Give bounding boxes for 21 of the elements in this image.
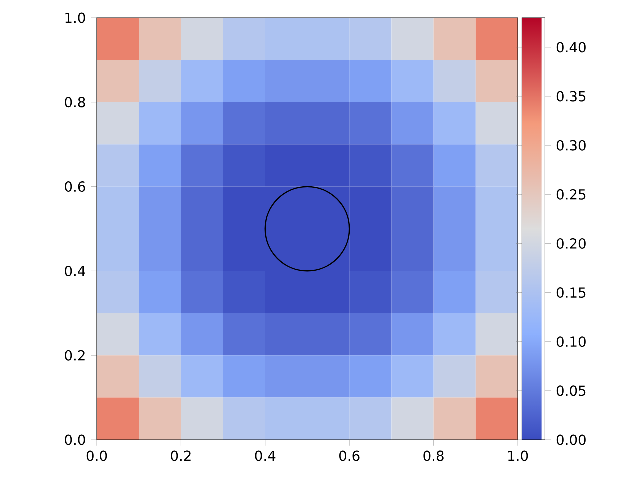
- color-bar-label: 0.30: [556, 140, 586, 151]
- x-tick-label: 0.4: [255, 450, 276, 462]
- color-bar-label: 0.15: [556, 288, 586, 298]
- color-bar-label: 0.00: [556, 434, 586, 446]
- y-tick-label: 1.0: [66, 12, 86, 24]
- y-tick-label: 0.6: [65, 182, 86, 192]
- color-bar-label: 0.05: [556, 386, 586, 396]
- x-tick-label: 0.8: [424, 450, 444, 462]
- y-tick-label: 0.0: [65, 434, 86, 446]
- color-bar-label: 0.10: [556, 336, 586, 348]
- y-tick-label: 0.8: [65, 97, 86, 108]
- color-bar-label: 0.40: [556, 42, 586, 53]
- color-bar-label: 0.35: [556, 91, 586, 102]
- y-tick-label: 0.2: [65, 350, 85, 361]
- color-bar-label: 0.20: [556, 238, 586, 249]
- x-tick-label: 1.0: [508, 450, 528, 462]
- color-bar-label: 0.25: [556, 189, 586, 200]
- y-tick-label: 0.4: [65, 266, 86, 276]
- x-tick-label: 0.2: [171, 450, 191, 462]
- x-tick-label: 0.0: [86, 450, 108, 462]
- x-tick-label: 0.6: [340, 450, 360, 462]
